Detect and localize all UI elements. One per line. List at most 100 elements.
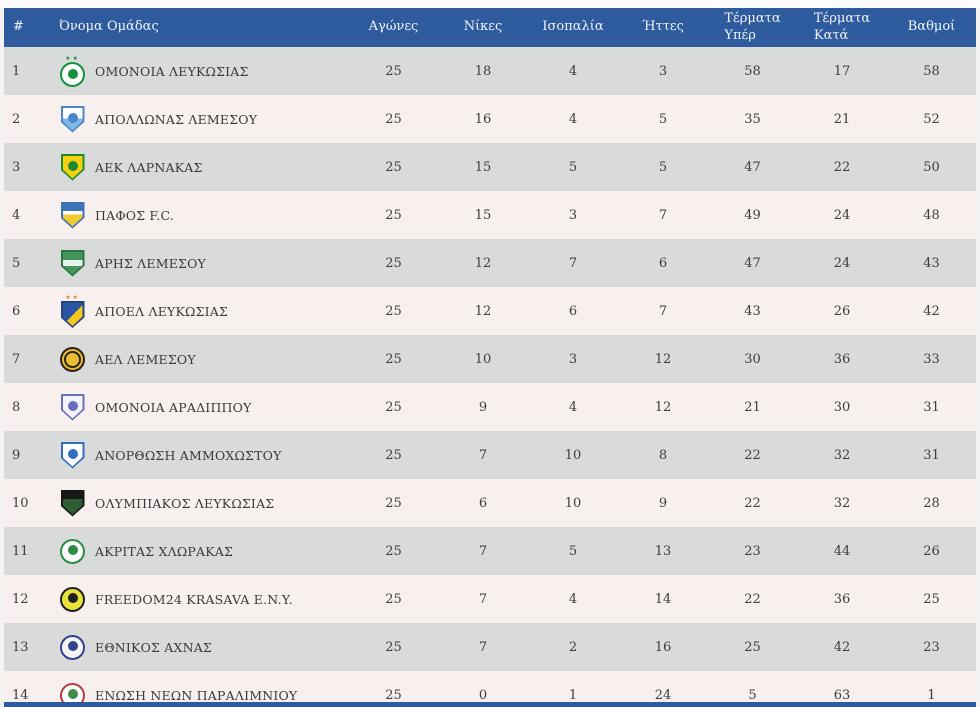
col-header-label: Νίκες bbox=[463, 19, 503, 35]
points-cell: 50 bbox=[923, 159, 940, 175]
footer-bar bbox=[4, 702, 976, 707]
draws-cell: 3 bbox=[568, 351, 578, 367]
losses-cell: 13 bbox=[654, 543, 672, 559]
games-cell: 25 bbox=[385, 687, 402, 703]
crest-accent bbox=[62, 491, 83, 499]
goals_against-cell: 36 bbox=[833, 591, 851, 607]
losses-cell: 3 bbox=[658, 63, 668, 79]
crest-body bbox=[60, 105, 85, 133]
draws-cell: 4 bbox=[568, 111, 578, 127]
points-cell: 31 bbox=[923, 399, 940, 415]
draws-cell: 7 bbox=[568, 255, 578, 271]
crest-accent bbox=[67, 545, 78, 556]
position-cell: 12 bbox=[12, 591, 29, 607]
crest-accent bbox=[67, 449, 78, 460]
wins-cell: 10 bbox=[474, 351, 492, 367]
team-cell: ΑΡΗΣ ΛΕΜΕΣΟΥ bbox=[50, 245, 349, 281]
table-row: 8 ΟΜΟΝΟΙΑ ΑΡΑΔΙΠΠΟΥ 25 9 4 12 21 30 31 bbox=[4, 383, 976, 431]
crest-stars-icon: ★★ bbox=[65, 294, 80, 301]
standings-table: # Όνομα Ομάδας Αγώνες Νίκες Ισοπαλία Ήττες Τέρ… bbox=[4, 8, 976, 707]
position-cell: 2 bbox=[12, 111, 21, 127]
games-cell: 25 bbox=[385, 255, 402, 271]
draws-cell: 4 bbox=[568, 399, 578, 415]
crest-field bbox=[62, 443, 83, 467]
team-crest-icon bbox=[59, 485, 86, 521]
points-cell: 31 bbox=[923, 447, 940, 463]
table-row: 7 ΑΕΛ ΛΕΜΕΣΟΥ 25 10 3 12 30 36 33 bbox=[4, 335, 976, 383]
position-cell: 13 bbox=[12, 639, 29, 655]
crest-body bbox=[60, 634, 85, 660]
table-row: 1 ★★ ΟΜΟΝΟΙΑ ΛΕΥΚΩΣΙΑΣ 25 18 4 3 58 17 58 bbox=[4, 47, 976, 95]
table-row: 5 ΑΡΗΣ ΛΕΜΕΣΟΥ 25 12 7 6 47 24 43 bbox=[4, 239, 976, 287]
losses-cell: 12 bbox=[654, 399, 672, 415]
team-name: ΑΝΟΡΘΩΣΗ ΑΜΜΟΧΩΣΤΟΥ bbox=[95, 447, 282, 463]
points-cell: 52 bbox=[923, 111, 940, 127]
team-crest-icon bbox=[59, 197, 86, 233]
col-header-label: # bbox=[13, 19, 24, 35]
team-name: ΠΑΦΟΣ F.C. bbox=[95, 207, 175, 223]
crest-body bbox=[60, 538, 85, 564]
draws-cell: 2 bbox=[568, 639, 578, 655]
games-cell: 25 bbox=[385, 639, 402, 655]
goals_for-cell: 47 bbox=[744, 255, 761, 271]
goals_for-cell: 35 bbox=[744, 111, 761, 127]
losses-cell: 24 bbox=[654, 687, 672, 703]
goals_against-cell: 30 bbox=[833, 399, 851, 415]
crest-stars-icon: ★★ bbox=[65, 55, 80, 62]
losses-cell: 8 bbox=[658, 447, 668, 463]
table-row: 9 ΑΝΟΡΘΩΣΗ ΑΜΜΟΧΩΣΤΟΥ 25 7 10 8 22 32 31 bbox=[4, 431, 976, 479]
col-header-label: Αγώνες bbox=[368, 19, 419, 35]
goals_for-cell: 22 bbox=[744, 591, 761, 607]
col-header-label: Όνομα Ομάδας bbox=[59, 19, 159, 35]
position-cell: 6 bbox=[12, 303, 21, 319]
team-crest-icon bbox=[59, 629, 86, 665]
crest-body bbox=[60, 249, 85, 277]
goals_for-cell: 47 bbox=[744, 159, 761, 175]
goals_against-cell: 44 bbox=[833, 543, 851, 559]
table-row: 6 ★★ ΑΠΟΕΛ ΛΕΥΚΩΣΙΑΣ 25 12 6 7 43 26 42 bbox=[4, 287, 976, 335]
crest-body bbox=[60, 301, 85, 328]
points-cell: 1 bbox=[927, 687, 936, 703]
wins-cell: 12 bbox=[474, 255, 492, 271]
team-cell: ΑΚΡΙΤΑΣ ΧΛΩΡΑΚΑΣ bbox=[50, 533, 349, 569]
games-cell: 25 bbox=[385, 447, 402, 463]
draws-cell: 6 bbox=[568, 303, 578, 319]
crest-accent bbox=[62, 260, 83, 267]
losses-cell: 6 bbox=[658, 255, 668, 271]
position-cell: 14 bbox=[12, 687, 29, 703]
position-cell: 5 bbox=[12, 255, 21, 271]
losses-cell: 14 bbox=[654, 591, 672, 607]
team-crest-icon bbox=[59, 581, 86, 617]
position-cell: 10 bbox=[12, 495, 29, 511]
points-cell: 26 bbox=[923, 543, 940, 559]
crest-field bbox=[62, 203, 83, 227]
team-cell: ΟΜΟΝΟΙΑ ΑΡΑΔΙΠΠΟΥ bbox=[50, 389, 349, 425]
col-header-losses: Ήττες bbox=[618, 19, 708, 35]
crest-body bbox=[60, 201, 85, 229]
col-header-label: Βαθμοί bbox=[907, 19, 956, 35]
team-name: ΑΚΡΙΤΑΣ ΧΛΩΡΑΚΑΣ bbox=[95, 543, 234, 559]
games-cell: 25 bbox=[385, 399, 402, 415]
wins-cell: 7 bbox=[478, 543, 488, 559]
goals_for-cell: 21 bbox=[744, 399, 761, 415]
team-cell: ★★ ΑΠΟΕΛ ΛΕΥΚΩΣΙΑΣ bbox=[50, 293, 349, 329]
draws-cell: 10 bbox=[564, 447, 582, 463]
position-cell: 9 bbox=[12, 447, 21, 463]
crest-body bbox=[60, 586, 85, 612]
draws-cell: 4 bbox=[568, 591, 578, 607]
col-header-name: Όνομα Ομάδας bbox=[50, 19, 349, 35]
crest-body bbox=[60, 393, 85, 421]
crest-field bbox=[62, 303, 83, 326]
team-name: ΟΛΥΜΠΙΑΚΟΣ ΛΕΥΚΩΣΙΑΣ bbox=[95, 495, 275, 511]
goals_against-cell: 26 bbox=[833, 303, 851, 319]
team-name: ΑΕΛ ΛΕΜΕΣΟΥ bbox=[95, 351, 196, 367]
games-cell: 25 bbox=[385, 207, 402, 223]
crest-body bbox=[60, 441, 85, 469]
wins-cell: 18 bbox=[474, 63, 492, 79]
col-header-wins: Νίκες bbox=[438, 19, 528, 35]
wins-cell: 12 bbox=[474, 303, 492, 319]
games-cell: 25 bbox=[385, 543, 402, 559]
table-header: # Όνομα Ομάδας Αγώνες Νίκες Ισοπαλία Ήττες Τέρ… bbox=[4, 8, 976, 47]
goals_for-cell: 43 bbox=[744, 303, 761, 319]
